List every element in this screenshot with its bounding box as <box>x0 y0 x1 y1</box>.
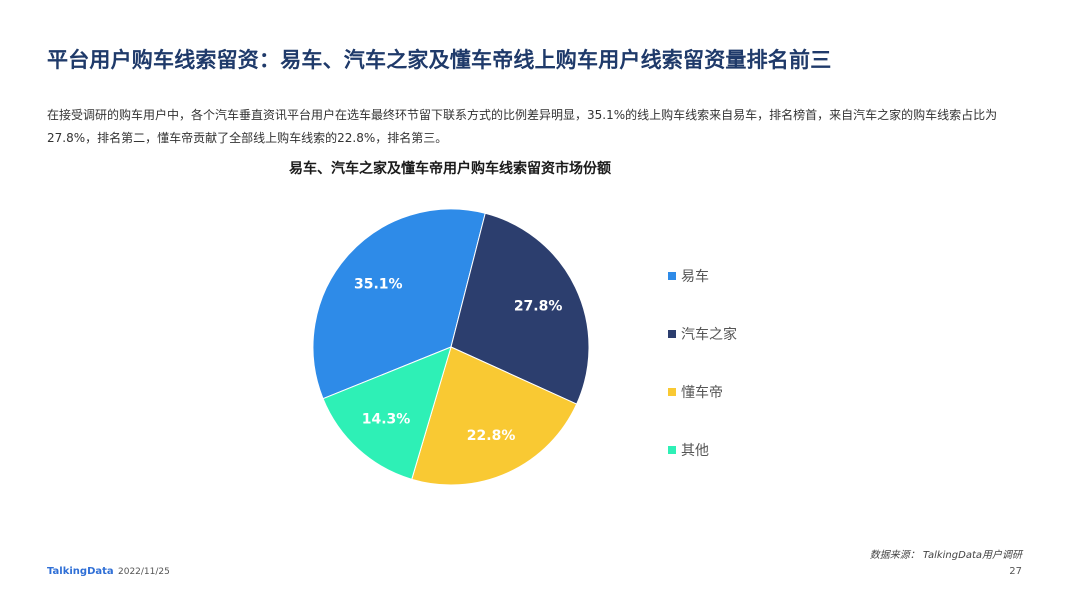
legend-label-4: 其他 <box>681 443 709 459</box>
legend-label-1: 易车 <box>681 269 709 285</box>
legend-item-2: 汽车之家 <box>668 326 737 344</box>
pie-slice-label-1: 35.1% <box>354 276 403 292</box>
legend-label-3: 懂车帝 <box>681 385 723 401</box>
legend-item-4: 其他 <box>668 442 709 460</box>
pie-slice-label-3: 22.8% <box>467 428 516 444</box>
pie-slice-2 <box>450 212 590 405</box>
pie-slice-3 <box>411 346 578 486</box>
slide-description: 在接受调研的购车用户中，各个汽车垂直资讯平台用户在选车最终环节留下联系方式的比例… <box>47 108 998 145</box>
legend-swatch-4 <box>668 446 676 454</box>
legend-item-3: 懂车帝 <box>668 384 723 402</box>
pie-slice-4 <box>322 346 452 480</box>
pie-slice-1 <box>312 208 486 400</box>
legend-swatch-2 <box>668 330 676 338</box>
report-date: 2022/11/25 <box>118 567 170 577</box>
chart-title: 易车、汽车之家及懂车帝用户购车线索留资市场份额 <box>289 161 611 177</box>
pie-slice-label-2: 27.8% <box>514 298 563 314</box>
data-source: 数据来源： TalkingData用户调研 <box>869 550 1022 561</box>
legend-label-2: 汽车之家 <box>681 327 737 343</box>
talkingdata-logo: TalkingData <box>47 566 114 577</box>
pie-slice-label-4: 14.3% <box>362 411 411 427</box>
legend-swatch-1 <box>668 272 676 280</box>
legend-item-1: 易车 <box>668 268 709 286</box>
slide-title: 平台用户购车线索留资：易车、汽车之家及懂车帝线上购车用户线索留资量排名前三 <box>47 48 832 72</box>
page-number: 27 <box>1009 566 1022 577</box>
legend-swatch-3 <box>668 388 676 396</box>
